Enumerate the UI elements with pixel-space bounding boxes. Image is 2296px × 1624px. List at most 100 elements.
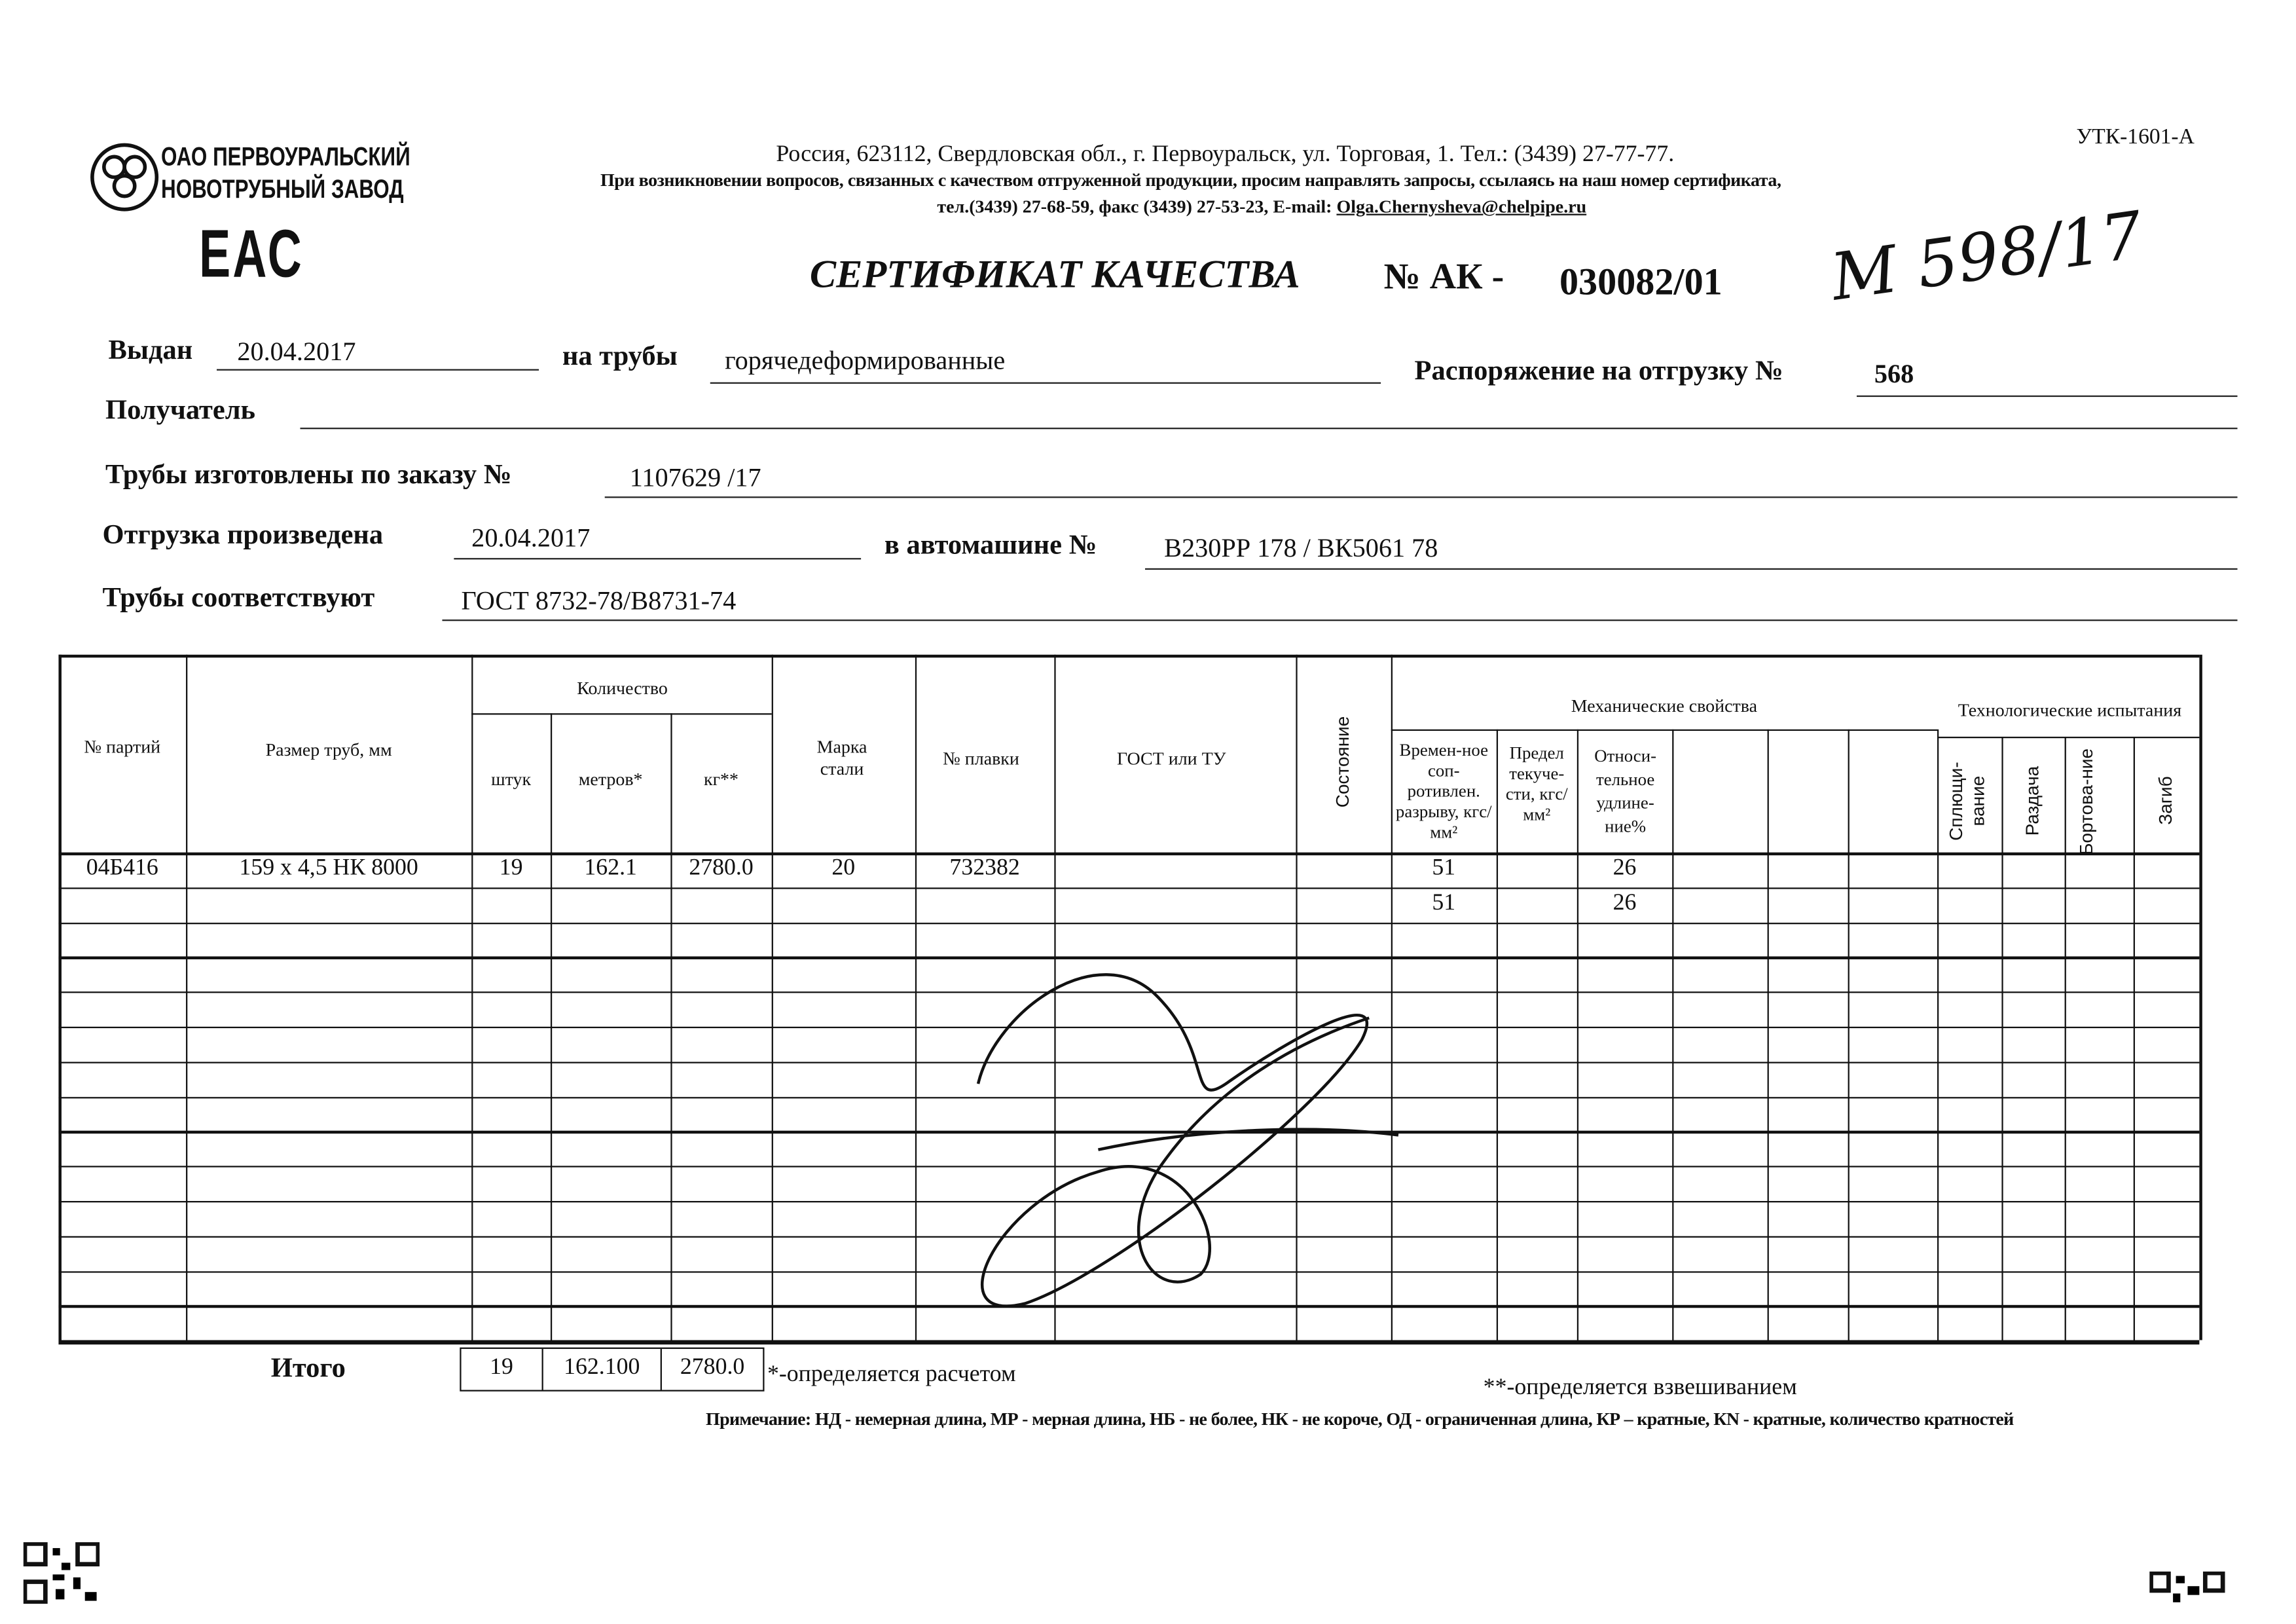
cell-heat: 732382 <box>949 855 1020 881</box>
order-label: Распоряжение на отгрузку № <box>1414 356 1783 387</box>
header-quantity: Количество <box>577 677 668 698</box>
table-rule <box>1576 729 1579 1340</box>
company-name-line2: НОВОТРУБНЫЙ ЗАВОД <box>161 174 404 204</box>
made-value: 1107629 /17 <box>629 462 761 492</box>
header-flatten-text: Сплющи-вание <box>1946 762 1989 841</box>
table-rule <box>58 957 2200 959</box>
shipped-value: 20.04.2017 <box>471 523 591 553</box>
table-rule <box>1054 654 1057 1340</box>
header-flatten: Сплющи-вание <box>1937 744 2001 858</box>
contact-note: При возникновении вопросов, связанных с … <box>600 170 1781 191</box>
table-rule <box>58 1201 2200 1203</box>
issued-value: 20.04.2017 <box>237 337 356 367</box>
cell-elong: 26 <box>1613 890 1637 915</box>
handwritten-note: М 598/17 <box>1827 198 2147 316</box>
table-rule <box>58 654 2200 658</box>
header-size: Размер труб, мм <box>265 739 392 760</box>
header-pcs: штук <box>491 768 532 789</box>
cell-kg: 2780.0 <box>689 855 754 881</box>
cell-meters: 162.1 <box>584 855 637 881</box>
standard-value: ГОСТ 8732-78/В8731-74 <box>461 585 737 616</box>
header-flange: Бортова-ние <box>2065 744 2134 858</box>
table-rule <box>670 713 673 1340</box>
qr-code-icon <box>23 1542 100 1604</box>
cell-pcs: 19 <box>499 855 523 881</box>
header-state-text: Состояние <box>1332 716 1353 807</box>
footnote-calc: *-определяется расчетом <box>767 1362 1016 1388</box>
header-tensile: Времен-ное соп-ротивлен. разрыву, кгс/мм… <box>1395 739 1492 843</box>
table-rule <box>1391 729 1938 731</box>
cell-steel: 20 <box>831 855 856 881</box>
certificate-number: 030082/01 <box>1559 261 1722 303</box>
eac-mark: ЕАС <box>199 215 304 292</box>
header-mech: Механические свойства <box>1571 695 1757 716</box>
shipped-label: Отгрузка произведена <box>102 519 384 551</box>
header-elong: Относи-тельное удлине-ние% <box>1594 745 1657 837</box>
table-rule <box>58 1270 2200 1273</box>
truck-value: В230РР 178 / ВК5061 78 <box>1164 533 1438 563</box>
total-pcs: 19 <box>490 1354 513 1380</box>
header-yield: Предел текуче-сти, кгс/мм² <box>1505 742 1568 825</box>
table-rule <box>58 1061 2200 1063</box>
total-kg: 2780.0 <box>680 1354 745 1380</box>
company-name-line1: ОАО ПЕРВОУРАЛЬСКИЙ <box>161 141 410 172</box>
header-kg: кг** <box>704 768 739 789</box>
table-rule <box>550 713 553 1340</box>
cell-size: 159 х 4,5 НК 8000 <box>239 855 418 881</box>
header-state: Состояние <box>1296 688 1391 835</box>
header-bend-text: Загиб <box>2155 777 2176 826</box>
table-rule <box>1672 729 1675 1340</box>
table-rule <box>1496 729 1499 1340</box>
footnote-weigh: **-определяется взвешиванием <box>1483 1375 1797 1401</box>
cell-tensile: 51 <box>1432 890 1456 915</box>
form-code: УТК-1601-А <box>2076 126 2195 150</box>
table-rule <box>471 654 474 1340</box>
header-batch: № партий <box>84 735 161 757</box>
table-rule <box>1848 729 1850 1340</box>
certificate-number-label: № АК - <box>1383 257 1504 298</box>
email-link[interactable]: Olga.Chernysheva@chelpipe.ru <box>1336 196 1587 217</box>
cell-elong: 26 <box>1613 855 1637 881</box>
recipient-label: Получатель <box>105 395 256 426</box>
table-rule <box>58 654 62 1340</box>
header-expand-text: Раздача <box>2022 766 2043 836</box>
table-rule <box>2001 737 2004 1340</box>
header-steel: Марка стали <box>816 737 867 779</box>
header-gost: ГОСТ или ТУ <box>1117 747 1226 769</box>
table-rule <box>58 1236 2200 1238</box>
table-rule <box>58 852 2200 856</box>
company-name: ОАО ПЕРВОУРАЛЬСКИЙ НОВОТРУБНЫЙ ЗАВОД <box>161 141 410 205</box>
table-rule <box>2064 737 2067 1340</box>
table-rule <box>1767 729 1770 1340</box>
qr-code-small-icon <box>2149 1571 2225 1602</box>
made-label: Трубы изготовлены по заказу № <box>105 460 512 491</box>
header-flange-text: Бортова-ние <box>2075 747 2096 855</box>
total-meters: 162.100 <box>564 1354 640 1380</box>
cell-batch: 04Б416 <box>86 855 158 881</box>
pipes-value: горячедеформированные <box>725 345 1006 375</box>
company-logo-icon <box>90 143 159 212</box>
table-rule <box>471 713 772 716</box>
table-rule <box>1937 729 1939 1340</box>
contact-line: тел.(3439) 27-68-59, факс (3439) 27-53-2… <box>937 196 1586 219</box>
header-heat: № плавки <box>943 747 1019 769</box>
header-meters: метров* <box>578 768 643 789</box>
table-rule <box>771 654 774 1340</box>
signature <box>976 973 1399 1308</box>
total-label: Итого <box>270 1353 346 1384</box>
table-rule <box>1296 654 1298 1340</box>
standard-label: Трубы соответствуют <box>102 583 375 614</box>
header-bend: Загиб <box>2134 744 2200 858</box>
address: Россия, 623112, Свердловская обл., г. Пе… <box>776 141 1675 167</box>
table-rule <box>58 1026 2200 1029</box>
table-rule <box>58 1131 2200 1134</box>
table-rule <box>58 1340 2200 1344</box>
certificate-title: СЕРТИФИКАТ КАЧЕСТВА <box>809 251 1300 296</box>
table-rule <box>915 654 917 1340</box>
cell-tensile: 51 <box>1432 855 1456 881</box>
table-rule <box>58 1096 2200 1098</box>
table-rule <box>2199 654 2203 1340</box>
order-value: 568 <box>1874 358 1914 388</box>
totals-box: 19 162.100 2780.0 <box>460 1347 765 1392</box>
